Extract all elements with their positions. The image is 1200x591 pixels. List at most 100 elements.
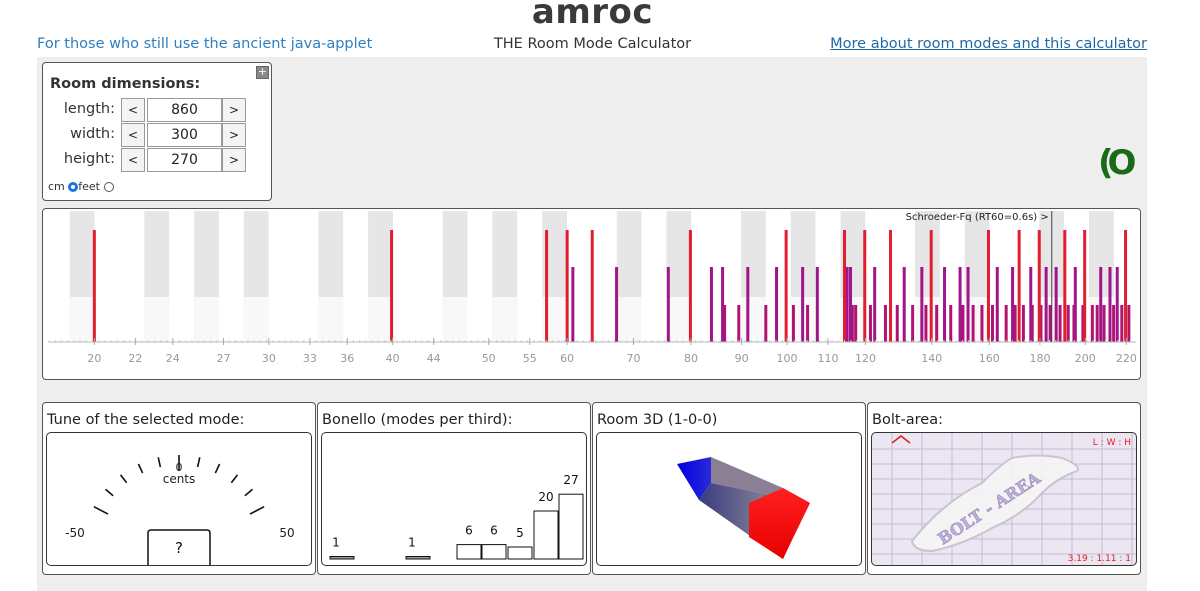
unit-feet-radio[interactable] [104,182,114,192]
bonello-bar [406,557,430,560]
axial-mode-bar[interactable] [591,230,594,342]
oblique-mode-bar[interactable] [961,305,964,342]
tangential-mode-bar[interactable] [746,267,749,342]
oblique-mode-bar[interactable] [1091,305,1094,342]
oblique-mode-bar[interactable] [1096,305,1099,342]
tangential-mode-bar[interactable] [903,267,906,342]
axial-mode-bar[interactable] [1018,230,1021,342]
axial-mode-bar[interactable] [1063,230,1066,342]
oblique-mode-bar[interactable] [737,305,740,342]
oblique-mode-bar[interactable] [911,305,914,342]
axial-mode-bar[interactable] [545,230,548,342]
key-lower-band [443,297,468,342]
tangential-mode-bar[interactable] [1108,267,1111,342]
tangential-mode-bar[interactable] [816,267,819,342]
tangential-mode-bar[interactable] [967,267,970,342]
oblique-mode-bar[interactable] [991,305,994,342]
bonello-bar-label: 6 [490,524,498,538]
oblique-mode-bar[interactable] [1005,305,1008,342]
axial-mode-bar[interactable] [1124,230,1127,342]
oblique-mode-bar[interactable] [896,305,899,342]
oblique-mode-bar[interactable] [1067,305,1070,342]
axial-mode-bar[interactable] [1038,230,1041,342]
tangential-mode-bar[interactable] [1116,267,1119,342]
height-increase-button[interactable]: > [222,148,246,172]
schroeder-label[interactable]: Schroeder-Fq (RT60=0.6s) > [906,212,1049,223]
bonello-bar [482,545,506,559]
width-increase-button[interactable]: > [222,123,246,147]
tangential-mode-bar[interactable] [1011,267,1014,342]
tangential-mode-bar[interactable] [943,267,946,342]
axial-mode-bar[interactable] [390,230,393,342]
tangential-mode-bar[interactable] [775,267,778,342]
tangential-mode-bar[interactable] [1045,267,1048,342]
oblique-mode-bar[interactable] [935,305,938,342]
axial-mode-bar[interactable] [843,230,846,342]
length-input[interactable]: 860 [147,98,222,122]
axial-mode-bar[interactable] [785,230,788,342]
axial-mode-bar[interactable] [863,230,866,342]
bonello-bar [534,511,558,559]
tangential-mode-bar[interactable] [1074,267,1077,342]
oblique-mode-bar[interactable] [764,305,767,342]
oblique-mode-bar[interactable] [924,305,927,342]
unit-cm-radio[interactable] [68,182,78,192]
length-decrease-button[interactable]: < [121,98,145,122]
axial-mode-bar[interactable] [987,230,990,342]
key-lower-band [318,297,343,342]
height-decrease-button[interactable]: < [121,148,145,172]
tangential-mode-bar[interactable] [849,267,852,342]
axial-mode-bar[interactable] [1083,230,1086,342]
tangential-mode-bar[interactable] [667,267,670,342]
width-label: width: [47,126,115,142]
frequency-tick-label: 160 [979,352,1000,365]
axial-mode-bar[interactable] [930,230,933,342]
oblique-mode-bar[interactable] [1127,305,1130,342]
tangential-mode-bar[interactable] [721,267,724,342]
room3d-view[interactable] [596,432,862,566]
tangential-mode-bar[interactable] [846,267,849,342]
tangential-mode-bar[interactable] [615,267,618,342]
oblique-mode-bar[interactable] [1112,305,1115,342]
width-input[interactable]: 300 [147,123,222,147]
bolt-area-chart[interactable]: BOLT - AREA L : W : H 3.19 : 1.11 : 1 [871,432,1137,566]
tangential-mode-bar[interactable] [920,267,923,342]
height-input[interactable]: 270 [147,148,222,172]
tangential-mode-bar[interactable] [710,267,713,342]
oblique-mode-bar[interactable] [792,305,795,342]
tangential-mode-bar[interactable] [996,267,999,342]
tangential-mode-bar[interactable] [801,267,804,342]
tangential-mode-bar[interactable] [1029,267,1032,342]
gauge-tick [231,475,237,483]
axial-mode-bar[interactable] [689,230,692,342]
oblique-mode-bar[interactable] [1059,305,1062,342]
oblique-mode-bar[interactable] [854,305,857,342]
oblique-mode-bar[interactable] [1120,305,1123,342]
tangential-mode-bar[interactable] [571,267,574,342]
axial-mode-bar[interactable] [889,230,892,342]
axial-mode-bar[interactable] [566,230,569,342]
tangential-mode-bar[interactable] [959,267,962,342]
gauge-plus-label: 50 [279,526,294,540]
oblique-mode-bar[interactable] [1022,305,1025,342]
oblique-mode-bar[interactable] [884,305,887,342]
bonello-bar [559,494,583,559]
bonello-panel: Bonello (modes per third): 1 1 6 6 5 20 27 [317,402,591,575]
more-info-link[interactable]: More about room modes and this calculato… [830,36,1147,52]
expand-plus-icon[interactable]: + [256,66,269,79]
tangential-mode-bar[interactable] [873,267,876,342]
mode-keyboard-chart[interactable]: 20 22 24 27 30 33 36 40 44 50 55 60 70 80 90 100 110 120 1… [43,209,1140,379]
oblique-mode-bar[interactable] [1049,305,1052,342]
width-decrease-button[interactable]: < [121,123,145,147]
oblique-mode-bar[interactable] [980,305,983,342]
tangential-mode-bar[interactable] [1055,267,1058,342]
oblique-mode-bar[interactable] [1103,305,1106,342]
oblique-mode-bar[interactable] [869,305,872,342]
key-lower-band [492,297,517,342]
tangential-mode-bar[interactable] [1099,267,1102,342]
oblique-mode-bar[interactable] [949,305,952,342]
oblique-mode-bar[interactable] [972,305,975,342]
oblique-mode-bar[interactable] [806,305,809,342]
axial-mode-bar[interactable] [93,230,96,342]
length-increase-button[interactable]: > [222,98,246,122]
